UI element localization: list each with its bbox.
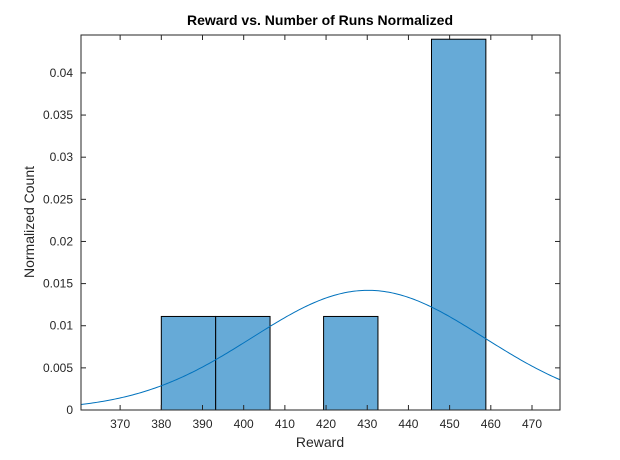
x-tick-label-460: 460 xyxy=(481,417,501,431)
x-axis-label: Reward xyxy=(296,434,344,450)
y-tick-label-2: 0.01 xyxy=(50,319,74,333)
y-tick-label-0: 0 xyxy=(66,403,73,417)
chart-title: Reward vs. Number of Runs Normalized xyxy=(187,12,453,28)
y-tick-label-8: 0.04 xyxy=(50,66,74,80)
x-tick-label-440: 440 xyxy=(398,417,418,431)
histogram-bar-2 xyxy=(215,315,271,411)
x-tick-label-470: 470 xyxy=(522,417,542,431)
y-tick-label-6: 0.03 xyxy=(50,150,74,164)
x-tick-label-420: 420 xyxy=(316,417,336,431)
x-tick-label-370: 370 xyxy=(110,417,130,431)
bars-group xyxy=(160,38,487,411)
y-tick-label-1: 0.005 xyxy=(43,361,73,375)
histogram-bar-3 xyxy=(323,315,379,411)
x-tick-label-410: 410 xyxy=(275,417,295,431)
x-tick-label-380: 380 xyxy=(151,417,171,431)
x-tick-label-450: 450 xyxy=(440,417,460,431)
plot-area xyxy=(81,35,560,410)
x-tick-label-400: 400 xyxy=(234,417,254,431)
histogram-bar-4 xyxy=(430,38,487,411)
y-axis-label: Normalized Count xyxy=(21,166,37,278)
ticks-group: 370 380 390 400 410 420 430 440 450 460 470 0 0.005 0… xyxy=(43,35,560,431)
y-tick-label-3: 0.015 xyxy=(43,277,73,291)
y-tick-label-7: 0.035 xyxy=(43,108,73,122)
histogram-bar-1 xyxy=(160,315,217,411)
x-tick-label-390: 390 xyxy=(192,417,212,431)
x-tick-label-430: 430 xyxy=(357,417,377,431)
y-tick-label-4: 0.02 xyxy=(50,234,74,248)
normal-fit-curve xyxy=(80,289,561,405)
y-tick-label-5: 0.025 xyxy=(43,192,73,206)
plot-frame xyxy=(80,34,561,411)
